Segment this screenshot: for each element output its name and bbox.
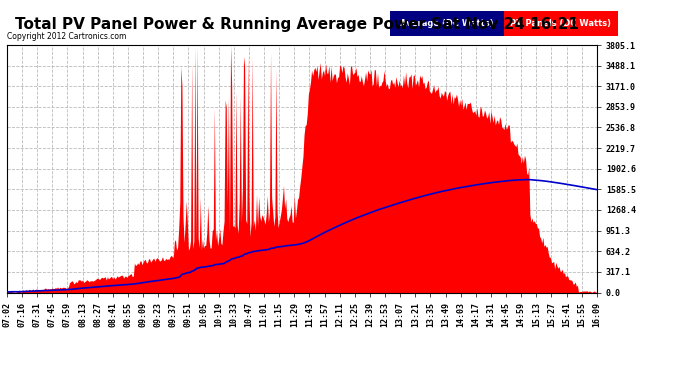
Text: PV Panels (DC Watts): PV Panels (DC Watts): [510, 19, 611, 28]
Text: Average (DC Watts): Average (DC Watts): [400, 19, 493, 28]
Text: Total PV Panel Power & Running Average Power Sat Nov 24 16:21: Total PV Panel Power & Running Average P…: [14, 17, 579, 32]
Text: Copyright 2012 Cartronics.com: Copyright 2012 Cartronics.com: [7, 32, 126, 41]
